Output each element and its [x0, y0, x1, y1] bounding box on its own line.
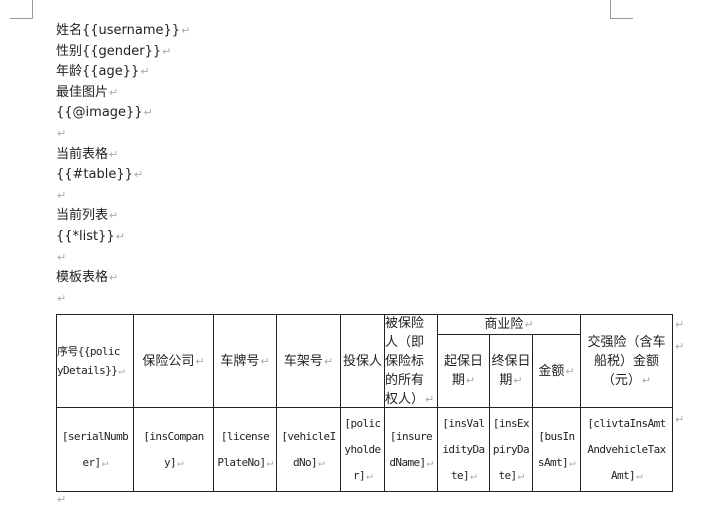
cell-text-line: piryDa: [492, 442, 530, 456]
cell-text-line: 船税）金额: [593, 353, 659, 369]
cell-text-line: [insure: [389, 429, 433, 443]
header-amount[interactable]: 金额: [532, 334, 581, 408]
table-cell-col7[interactable]: [insEx piryDa te]: [489, 407, 533, 492]
cell-text-line: yDetails}}: [57, 361, 124, 380]
cell-text-line: 权人）: [385, 390, 434, 408]
paragraph-line[interactable]: 最佳图片: [56, 85, 118, 101]
table-cell-col2[interactable]: [license PlateNo]: [213, 407, 277, 492]
paragraph-line[interactable]: 当前列表: [56, 208, 118, 224]
cell-text-line: 投保人: [342, 353, 382, 369]
empty-paragraph: [56, 492, 66, 508]
table-cell-col5[interactable]: [insure dName]: [384, 407, 438, 492]
paragraph-line[interactable]: 年龄{{age}}: [56, 64, 150, 80]
page-corner-mark-right: [610, 0, 633, 19]
cell-text-line: [vehicleI: [281, 429, 336, 443]
cell-text-line: 被保险: [385, 315, 425, 331]
cell-text-line: Amt]: [611, 463, 642, 489]
empty-paragraph[interactable]: [56, 126, 66, 142]
cell-text-line: （元）: [602, 371, 651, 390]
paragraph-line[interactable]: {{@image}}: [56, 105, 153, 121]
cell-text-line: 金额: [538, 362, 574, 381]
cell-text-line: AndvehicleTax: [587, 442, 666, 456]
header-commercial-insurance[interactable]: 商业险: [437, 314, 581, 335]
paragraph-line[interactable]: 性别{{gender}}: [56, 44, 171, 60]
header-insured-name[interactable]: 被保险人（即保险标的所有权人）: [384, 314, 438, 408]
table-cell-col8[interactable]: [busIn sAmt]: [532, 407, 581, 492]
cell-text-line: 人（即: [385, 334, 425, 350]
cell-text-line: [insCompan: [143, 429, 204, 443]
table-cell-col3[interactable]: [vehicleI dNo]: [276, 407, 341, 492]
header-insurance-company[interactable]: 保险公司: [133, 314, 214, 408]
header-policyholder[interactable]: 投保人: [340, 314, 385, 408]
cell-text-line: te]: [451, 463, 476, 489]
cell-text-line: 序号{{polic: [57, 345, 121, 358]
cell-text-line: [serialNumb: [61, 429, 129, 443]
row-end-mark: ↵: [675, 318, 685, 331]
cell-text-line: y]: [164, 450, 183, 476]
cell-text-line: [license: [220, 429, 270, 443]
row-end-mark: ↵: [675, 340, 685, 353]
paragraph-line[interactable]: {{*list}}: [56, 229, 125, 245]
cell-text-line: r]: [353, 463, 372, 489]
header-license-plate[interactable]: 车牌号: [213, 314, 277, 408]
paragraph-line[interactable]: 当前表格: [56, 147, 118, 163]
row-end-mark: ↵: [675, 413, 685, 426]
paragraph-line[interactable]: 姓名{{username}}: [56, 23, 190, 39]
empty-paragraph[interactable]: [56, 250, 66, 266]
cell-text-line: 期: [452, 371, 475, 390]
page-corner-mark-left: [10, 0, 33, 19]
cell-text-line: te]: [498, 463, 523, 489]
cell-text-line: 商业险: [484, 315, 533, 334]
table-cell-col0[interactable]: [serialNumb er]: [56, 407, 134, 492]
empty-paragraph[interactable]: [56, 188, 66, 204]
cell-text-line: 保险标: [385, 353, 425, 369]
header-start-date[interactable]: 起保日期: [437, 334, 490, 408]
cell-text-line: 期: [499, 371, 522, 390]
cell-text-line: [busIn: [538, 429, 575, 443]
cell-text-line: dName]: [389, 450, 432, 476]
cell-text-line: yholde: [344, 442, 381, 456]
cell-text-line: 交强险（含车: [587, 334, 666, 350]
paragraph-line[interactable]: {{#table}}: [56, 167, 143, 183]
header-serial-number[interactable]: 序号{{polic yDetails}}: [56, 314, 134, 408]
header-end-date[interactable]: 终保日期: [489, 334, 533, 408]
table-cell-col9[interactable]: [clivtaInsAmt AndvehicleTax Amt]: [580, 407, 673, 492]
cell-text-line: 起保日: [443, 354, 483, 369]
cell-text-line: [insEx: [492, 416, 530, 430]
cell-text-line: 车架号: [284, 352, 333, 371]
header-vehicle-id[interactable]: 车架号: [276, 314, 341, 408]
paragraph-line[interactable]: 模板表格: [56, 270, 118, 286]
empty-paragraph[interactable]: [56, 291, 66, 307]
cell-text-line: idityDa: [442, 442, 485, 456]
table-cell-col4[interactable]: [polic yholde r]: [340, 407, 385, 492]
cell-text-line: dNo]: [293, 450, 324, 476]
cell-text-line: 终保日: [491, 354, 531, 369]
table-cell-col1[interactable]: [insCompan y]: [133, 407, 214, 492]
header-compulsory-insurance-amount[interactable]: 交强险（含车 船税）金额 （元）: [580, 314, 673, 408]
cell-text-line: er]: [82, 450, 107, 476]
cell-text-line: sAmt]: [538, 450, 575, 476]
cell-text-line: 保险公司: [142, 352, 204, 371]
table-cell-col6[interactable]: [insVal idityDa te]: [437, 407, 490, 492]
cell-text-line: 车牌号: [220, 352, 269, 371]
cell-text-line: 的所有: [385, 372, 425, 388]
cell-text-line: [clivtaInsAmt: [587, 416, 666, 430]
cell-text-line: [polic: [344, 416, 381, 430]
cell-text-line: [insVal: [442, 416, 485, 430]
cell-text-line: PlateNo]: [217, 450, 272, 476]
